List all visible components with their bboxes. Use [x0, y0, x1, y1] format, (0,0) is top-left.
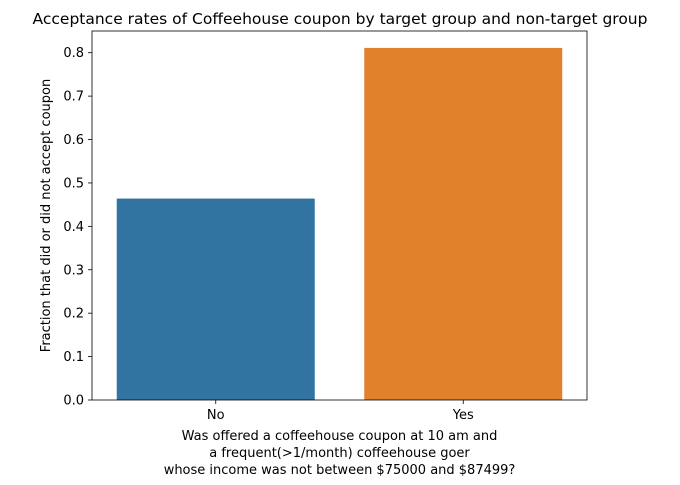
y-tick-label: 0.5 [63, 176, 84, 191]
chart-title: Acceptance rates of Coffeehouse coupon b… [33, 10, 648, 28]
x-axis-label: Was offered a coffeehouse coupon at 10 a… [164, 429, 516, 478]
y-axis-label: Fraction that did or did not accept coup… [39, 79, 54, 352]
plot-area: No Yes 0.0 0.1 0.2 0.3 0.4 0.5 0.6 0.7 0.8 [63, 30, 588, 423]
y-tick-label: 0.2 [63, 307, 84, 322]
y-tick-label: 0.1 [63, 350, 84, 365]
y-tick-label: 0.0 [63, 394, 84, 409]
x-tick-label: Yes [452, 408, 474, 423]
axes-frame [91, 30, 588, 401]
y-tick-label: 0.7 [63, 90, 84, 105]
x-tick-label: No [207, 408, 225, 423]
bar-yes [364, 47, 563, 400]
y-tick-label: 0.6 [63, 133, 84, 148]
y-tick-label: 0.4 [63, 220, 84, 235]
x-axis-label-line-2: a frequent(>1/month) coffeehouse goer [209, 446, 470, 461]
x-axis-label-line-1: Was offered a coffeehouse coupon at 10 a… [182, 429, 498, 444]
x-axis-label-line-3: whose income was not between $75000 and … [164, 463, 516, 478]
y-tick-label: 0.3 [63, 263, 84, 278]
bar-no [116, 198, 315, 400]
y-tick-label: 0.8 [63, 46, 84, 61]
